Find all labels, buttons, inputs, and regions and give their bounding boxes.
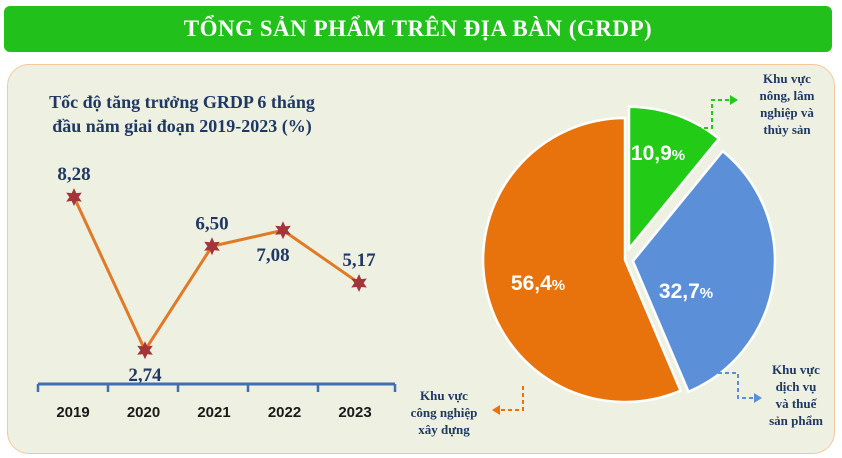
x-tick-label-2019: 2019: [56, 404, 89, 421]
data-point-2022: [275, 221, 291, 240]
blue-leader-arrow: [718, 372, 754, 399]
pie-value: 56,4: [511, 272, 552, 295]
x-tick-label-2021: 2021: [197, 404, 230, 421]
line-chart-title: đầu năm giai đoạn 2019-2023 (%): [52, 116, 312, 137]
pie-value-unit: %: [672, 147, 685, 164]
pie-value: 32,7: [659, 280, 700, 303]
x-tick-label-2022: 2022: [268, 404, 301, 421]
blue-arrowhead: [754, 393, 762, 403]
line-chart-title: Tốc độ tăng trưởng GRDP 6 tháng: [49, 92, 315, 112]
pie-legend-label-2: công nghiệp: [411, 405, 478, 420]
title-banner: TỔNG SẢN PHẨM TRÊN ĐỊA BÀN (GRDP): [4, 6, 832, 52]
pie-legend-label-0: thủy sản: [763, 122, 811, 137]
banner-title: TỔNG SẢN PHẨM TRÊN ĐỊA BÀN (GRDP): [183, 16, 653, 41]
pie-slice-2: [481, 116, 683, 404]
pie-value-unit: %: [700, 285, 713, 302]
data-point-2023: [351, 274, 367, 292]
data-label-2019: 8,28: [57, 164, 90, 185]
pie-value-label-1: 32,7%: [659, 280, 713, 303]
data-point-2019: [66, 188, 82, 207]
orange-arrowhead: [492, 405, 500, 415]
pie-legend-label-1: sản phẩm: [769, 413, 823, 428]
data-point-2020: [137, 341, 153, 360]
pie-value-label-2: 56,4%: [511, 272, 565, 295]
pie-legend-label-2: xây dựng: [418, 422, 470, 437]
orange-leader-arrow: [500, 386, 524, 411]
pie-slice-0: [627, 105, 721, 253]
pie-value: 10,9: [631, 142, 672, 165]
data-label-2020: 2,74: [128, 365, 162, 386]
pie-value-unit: %: [552, 277, 565, 294]
pie-legend-label-1: dịch vụ: [776, 379, 817, 394]
pie-legend-label-2: Khu vực: [420, 388, 468, 403]
data-point-2021: [204, 237, 220, 256]
x-tick-label-2020: 2020: [127, 404, 160, 421]
data-label-2021: 6,50: [195, 213, 228, 234]
green-leader-arrow: [683, 99, 730, 129]
green-arrowhead: [730, 95, 738, 105]
pie-legend-label-1: và thuế: [776, 396, 818, 411]
x-tick-label-2023: 2023: [338, 404, 371, 421]
pie-value-label-0: 10,9%: [631, 142, 685, 165]
pie-legend-label-0: nghiệp và: [760, 105, 814, 120]
pie-legend-label-1: Khu vực: [772, 362, 820, 377]
pie-legend-label-0: nông, lâm: [760, 88, 815, 103]
pie-legend-label-0: Khu vực: [763, 71, 811, 86]
data-label-2022: 7,08: [256, 245, 289, 266]
data-label-2023: 5,17: [342, 250, 376, 271]
